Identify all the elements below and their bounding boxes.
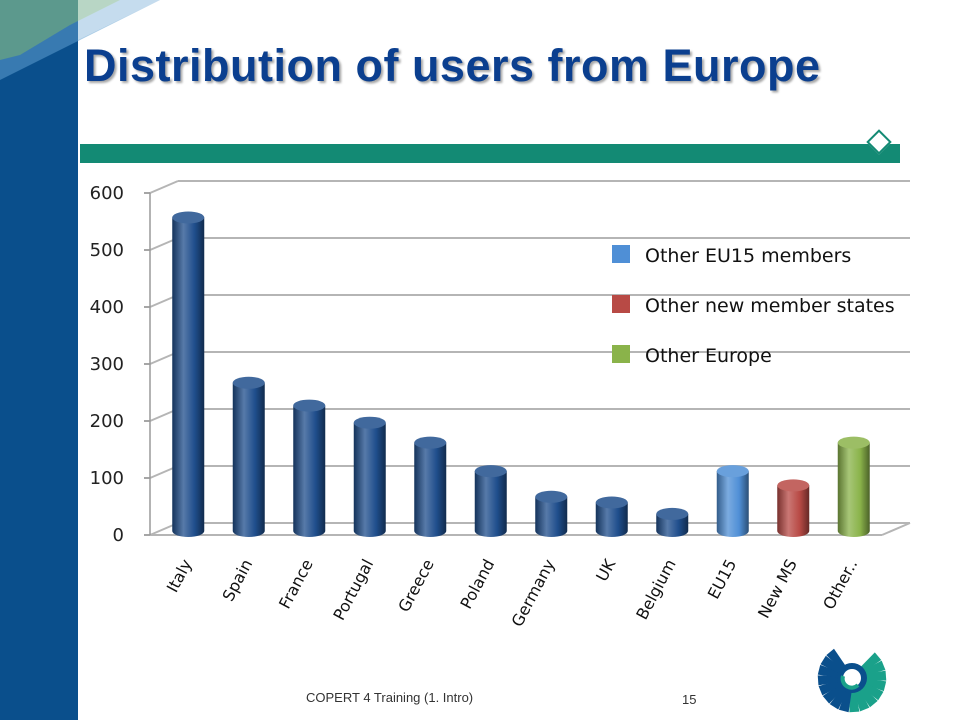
gridline-side bbox=[149, 180, 179, 194]
x-tick-label: UK bbox=[592, 556, 619, 585]
page-number: 15 bbox=[682, 692, 697, 707]
bar-top bbox=[474, 465, 507, 478]
legend-label: Other EU15 members bbox=[645, 245, 851, 267]
bar bbox=[535, 496, 568, 537]
y-tick-label: 200 bbox=[90, 411, 124, 432]
bar bbox=[474, 471, 507, 537]
title-underline-rule bbox=[80, 144, 900, 163]
y-tick-label: 0 bbox=[113, 525, 124, 546]
bar bbox=[777, 485, 810, 537]
corner-map-graphic bbox=[0, 0, 160, 80]
bar bbox=[656, 513, 689, 537]
bar bbox=[595, 502, 628, 537]
bar-top bbox=[293, 399, 326, 412]
footer-text: COPERT 4 Training (1. Intro) bbox=[306, 690, 474, 705]
x-tick-label: Greece bbox=[394, 556, 438, 615]
legend-swatch bbox=[612, 245, 630, 263]
bar-top bbox=[716, 465, 749, 478]
bar-top bbox=[172, 211, 205, 224]
y-tick-label: 100 bbox=[90, 468, 124, 489]
bar-top bbox=[353, 416, 386, 429]
slide-title: Distribution of users from Europe bbox=[84, 40, 821, 91]
legend-swatch bbox=[612, 345, 630, 363]
bar-top bbox=[232, 376, 265, 389]
floor-side-edge bbox=[881, 522, 911, 536]
y-tick-label: 500 bbox=[90, 240, 124, 261]
eea-logo-icon bbox=[817, 648, 887, 713]
bar bbox=[837, 442, 870, 537]
legend-swatch bbox=[612, 295, 630, 313]
bar-chart: 0 100 200 300 400 500 600 Italy Spain France Portu… bbox=[90, 180, 911, 630]
bar-top bbox=[777, 479, 810, 492]
x-tick-label: Spain bbox=[219, 556, 257, 604]
bar bbox=[172, 217, 205, 537]
x-tick-label: Portugal bbox=[329, 556, 377, 623]
x-tick-label: New MS bbox=[754, 556, 801, 621]
y-tick-label: 400 bbox=[90, 297, 124, 318]
bar-top bbox=[535, 490, 568, 503]
x-tick-label: Germany bbox=[507, 556, 558, 630]
bar bbox=[716, 471, 749, 537]
bar bbox=[232, 382, 265, 537]
x-tick-label: EU15 bbox=[704, 556, 741, 602]
x-tick-label: Poland bbox=[456, 556, 498, 612]
y-tick-label: 600 bbox=[90, 183, 124, 204]
x-tick-label: France bbox=[275, 556, 317, 612]
bar-top bbox=[656, 507, 689, 520]
bar bbox=[414, 442, 447, 537]
bar bbox=[353, 422, 386, 537]
bar bbox=[293, 405, 326, 537]
y-tick-label: 300 bbox=[90, 354, 124, 375]
left-decorative-band bbox=[0, 0, 78, 720]
bar-top bbox=[595, 496, 628, 509]
legend-label: Other Europe bbox=[645, 345, 772, 367]
bar-top bbox=[414, 436, 447, 449]
bar-top bbox=[837, 436, 870, 449]
x-tick-label: Other.. bbox=[819, 556, 861, 613]
legend-label: Other new member states bbox=[645, 295, 895, 317]
x-tick-label: Italy bbox=[163, 556, 196, 596]
x-tick-label: Belgium bbox=[632, 556, 680, 623]
